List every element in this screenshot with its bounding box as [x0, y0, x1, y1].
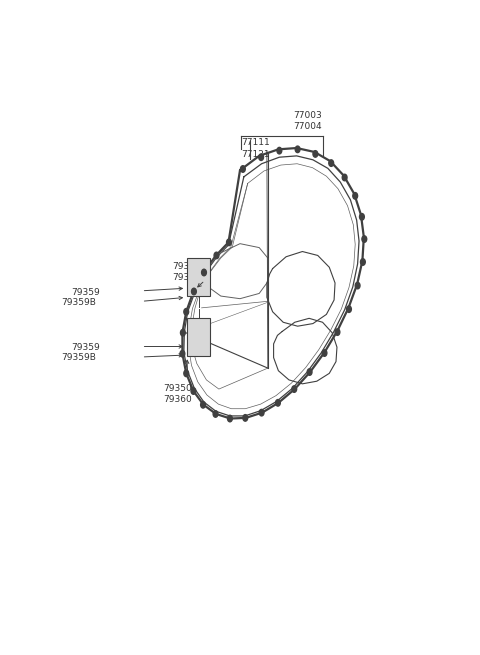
Circle shape — [322, 350, 327, 356]
Circle shape — [240, 166, 245, 172]
Circle shape — [362, 236, 367, 242]
Text: 77111
77121: 77111 77121 — [241, 138, 270, 159]
Text: 79359B: 79359B — [61, 353, 96, 362]
Circle shape — [307, 369, 312, 375]
Circle shape — [335, 329, 340, 335]
Text: 77003
77004: 77003 77004 — [293, 111, 322, 131]
Circle shape — [342, 174, 347, 181]
Circle shape — [259, 409, 264, 416]
Circle shape — [259, 154, 264, 160]
Circle shape — [313, 151, 318, 157]
Circle shape — [227, 239, 231, 246]
Bar — [187, 258, 210, 296]
Circle shape — [201, 402, 205, 408]
Circle shape — [202, 269, 206, 276]
Circle shape — [353, 193, 358, 199]
Circle shape — [184, 370, 189, 377]
Text: 79359: 79359 — [71, 288, 100, 297]
Circle shape — [355, 282, 360, 289]
Circle shape — [191, 388, 196, 394]
Circle shape — [180, 350, 185, 357]
Circle shape — [295, 146, 300, 153]
Circle shape — [276, 400, 280, 406]
Circle shape — [214, 252, 219, 259]
Circle shape — [184, 309, 189, 315]
Circle shape — [277, 147, 282, 154]
Circle shape — [180, 329, 185, 336]
Circle shape — [329, 160, 334, 166]
Bar — [187, 318, 210, 356]
Text: 79350
79360: 79350 79360 — [163, 384, 192, 404]
Circle shape — [243, 415, 248, 421]
Circle shape — [360, 214, 364, 220]
Circle shape — [228, 415, 232, 422]
Text: 79330A
79340: 79330A 79340 — [172, 261, 207, 282]
Text: 79359B: 79359B — [61, 298, 96, 307]
Circle shape — [292, 386, 297, 392]
Text: 79359: 79359 — [71, 343, 100, 352]
Circle shape — [360, 259, 365, 265]
Circle shape — [213, 411, 218, 417]
Circle shape — [192, 288, 196, 295]
Circle shape — [347, 306, 351, 312]
